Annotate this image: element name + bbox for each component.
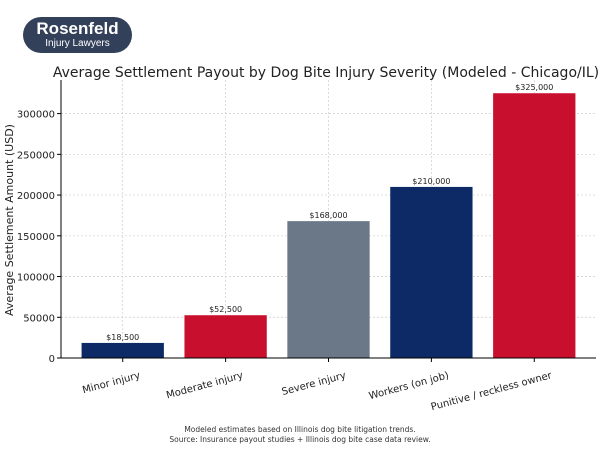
x-tick-label: Workers (on job) <box>368 370 450 402</box>
x-tick-label: Severe injury <box>281 370 348 398</box>
y-tick-label: 100000 <box>17 273 55 284</box>
x-tick-label: Minor injury <box>81 370 141 396</box>
chart-title: Average Settlement Payout by Dog Bite In… <box>53 65 599 81</box>
bar <box>390 186 473 358</box>
rosenfeld-logo: Rosenfeld Injury Lawyers <box>23 17 132 53</box>
bar-data-label: $168,000 <box>309 211 347 220</box>
footnote-line-1: Modeled estimates based on Illinois dog … <box>184 425 415 434</box>
bar <box>287 221 370 358</box>
logo-name: Rosenfeld <box>36 19 119 38</box>
bar-data-label: $52,500 <box>209 305 242 314</box>
y-tick-label: 0 <box>49 354 55 365</box>
y-tick-label: 300000 <box>17 110 55 121</box>
x-tick-label: Moderate injury <box>165 370 244 401</box>
y-tick-label: 200000 <box>17 191 55 202</box>
y-tick-label: 150000 <box>17 232 55 243</box>
footnote-line-2: Source: Insurance payout studies + Illin… <box>169 435 430 444</box>
bar <box>81 342 164 358</box>
bar <box>184 315 267 358</box>
y-tick-label: 250000 <box>17 150 55 161</box>
bar <box>493 93 576 358</box>
bar-data-label: $18,500 <box>106 333 139 342</box>
bar-data-label: $210,000 <box>412 177 450 186</box>
logo-tagline: Injury Lawyers <box>45 38 110 49</box>
y-axis-label: Average Settlement Amount (USD) <box>3 124 16 316</box>
bar-data-label: $325,000 <box>515 83 553 92</box>
y-tick-label: 50000 <box>23 313 55 324</box>
